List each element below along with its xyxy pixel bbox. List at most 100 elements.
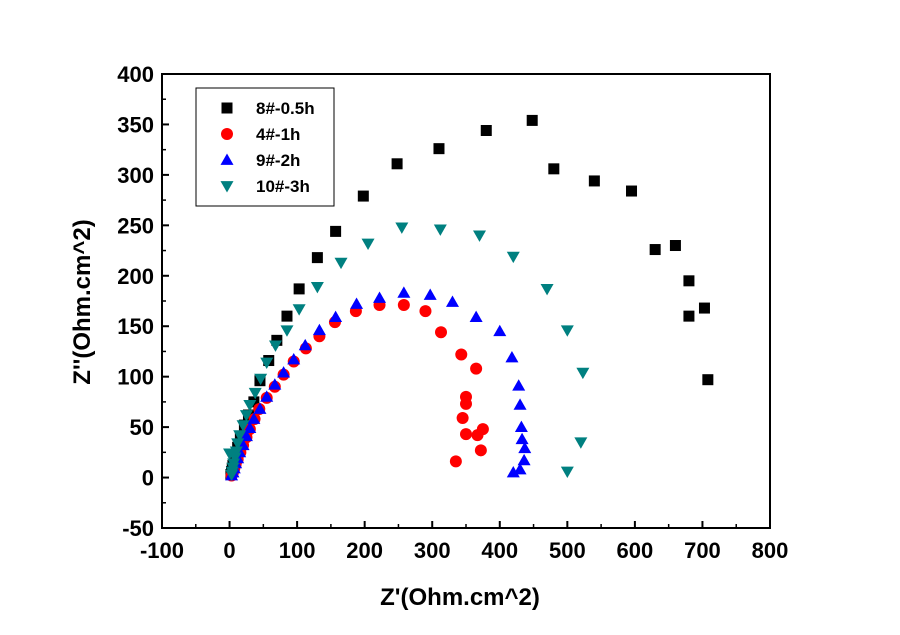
data-point-s3-p27 — [574, 437, 588, 449]
data-point-s2-p12 — [268, 378, 282, 390]
data-point-s2-p15 — [298, 338, 312, 351]
y-tick-label-4: 150 — [117, 314, 154, 339]
data-point-s2-p20 — [397, 286, 411, 298]
data-point-s2-p31 — [517, 453, 531, 466]
x-tick-label-7: 600 — [617, 538, 654, 563]
legend-marker-3 — [220, 181, 234, 193]
data-point-s2-p8 — [243, 421, 257, 433]
y-tick-label-1: 0 — [142, 466, 154, 491]
data-point-s2-p21 — [423, 288, 437, 300]
x-tick-label-8: 700 — [684, 538, 721, 563]
data-point-s2-p10 — [253, 402, 267, 414]
data-point-s3-p3 — [227, 458, 241, 470]
axes: -100 0 100 200 300 400 500 600 700 800 -50 0 50 100 15… — [117, 62, 788, 563]
x-tick-label-9: 800 — [752, 538, 789, 563]
legend-label-2: 9#-2h — [256, 151, 300, 170]
data-point-s2-p23 — [469, 310, 483, 323]
data-point-s2-p24 — [493, 324, 507, 337]
data-point-s3-p20 — [395, 222, 409, 234]
x-tick-label-2: 100 — [279, 538, 316, 563]
data-point-s2-p33 — [506, 466, 520, 478]
data-point-s3-p24 — [540, 284, 554, 296]
data-point-s1-p23 — [455, 348, 468, 361]
y-axis-title: Z''(Ohm.cm^2) — [69, 219, 96, 384]
data-point-s1-p32 — [449, 455, 462, 468]
data-point-s2-p30 — [518, 441, 532, 454]
data-point-s0-p14 — [281, 310, 293, 322]
data-point-s3-p29 — [223, 448, 237, 460]
data-point-s2-p18 — [350, 297, 364, 309]
legend-marker-0 — [221, 102, 233, 114]
data-point-s2-p7 — [239, 429, 253, 442]
data-point-s0-p28 — [683, 275, 695, 287]
data-point-s3-p21 — [433, 224, 447, 236]
data-point-s0-p13 — [271, 334, 283, 346]
data-point-s1-p31 — [474, 444, 487, 457]
data-point-s3-p8 — [236, 420, 250, 432]
y-tick-label-9: 400 — [117, 62, 154, 87]
legend-marker-1 — [221, 128, 233, 140]
data-point-s0-p26 — [649, 244, 661, 256]
data-point-s3-p23 — [506, 251, 520, 264]
data-point-s0-p18 — [357, 190, 369, 202]
data-point-s2-p32 — [513, 462, 527, 475]
x-tick-label-0: -100 — [140, 538, 184, 563]
data-point-s3-p11 — [248, 387, 262, 400]
data-point-s3-p22 — [473, 230, 487, 242]
data-point-s2-p27 — [513, 398, 527, 410]
data-point-s3-p6 — [231, 438, 245, 450]
data-point-s1-p27 — [456, 412, 469, 425]
data-point-s1-p24 — [470, 362, 483, 375]
data-point-s3-p14 — [268, 340, 282, 352]
data-point-s3-p19 — [361, 238, 375, 250]
y-tick-label-8: 350 — [117, 112, 154, 137]
x-tick-label-1: 0 — [223, 538, 235, 563]
data-point-s2-p13 — [277, 366, 291, 378]
data-point-s3-p28 — [560, 466, 574, 479]
data-point-s3-p13 — [260, 357, 274, 370]
data-point-s0-p16 — [311, 252, 323, 264]
data-point-s3-p16 — [292, 304, 306, 316]
data-point-s0-p27 — [669, 240, 681, 252]
data-point-s1-p28 — [460, 428, 472, 441]
data-point-s0-p21 — [480, 124, 492, 136]
data-point-s3-p10 — [243, 400, 257, 412]
legend-marker-2 — [220, 153, 234, 165]
x-tick-label-6: 500 — [549, 538, 586, 563]
data-point-s0-p19 — [391, 158, 403, 170]
data-point-s0-p17 — [330, 225, 342, 237]
y-tick-label-2: 50 — [130, 415, 154, 440]
data-point-s0-p24 — [588, 175, 600, 187]
x-axis-title: Z'(Ohm.cm^2) — [380, 584, 540, 611]
data-point-s0-p15 — [293, 283, 305, 295]
data-point-s0-p20 — [433, 143, 445, 155]
data-point-s0-p25 — [626, 185, 638, 197]
data-point-s3-p17 — [310, 282, 324, 294]
data-point-s2-p9 — [247, 412, 261, 424]
data-point-s0-p23 — [548, 163, 560, 175]
data-point-s3-p12 — [254, 373, 268, 386]
data-point-s1-p22 — [435, 326, 448, 339]
x-tick-label-3: 200 — [346, 538, 383, 563]
data-point-s3-p26 — [576, 367, 590, 380]
y-tick-label-7: 300 — [117, 163, 154, 188]
data-point-s1-p30 — [476, 423, 489, 436]
legend-label-3: 10#-3h — [256, 177, 310, 196]
legend-label-0: 8#-0.5h — [256, 99, 315, 118]
data-point-s3-p9 — [239, 410, 253, 422]
data-point-s2-p11 — [260, 390, 274, 402]
data-point-s0-p22 — [526, 114, 538, 126]
data-point-s2-p28 — [514, 420, 528, 432]
data-point-s2-p14 — [287, 353, 301, 365]
data-markers — [223, 114, 714, 482]
x-tick-label-4: 300 — [414, 538, 451, 563]
y-tick-label-3: 100 — [117, 365, 154, 390]
data-point-s2-p16 — [312, 323, 326, 336]
data-point-s2-p19 — [373, 291, 387, 303]
data-point-s3-p15 — [280, 325, 294, 337]
data-point-s2-p26 — [512, 379, 526, 391]
data-point-s1-p26 — [460, 397, 472, 410]
data-point-s2-p17 — [329, 310, 343, 323]
y-tick-label-6: 250 — [117, 213, 154, 238]
